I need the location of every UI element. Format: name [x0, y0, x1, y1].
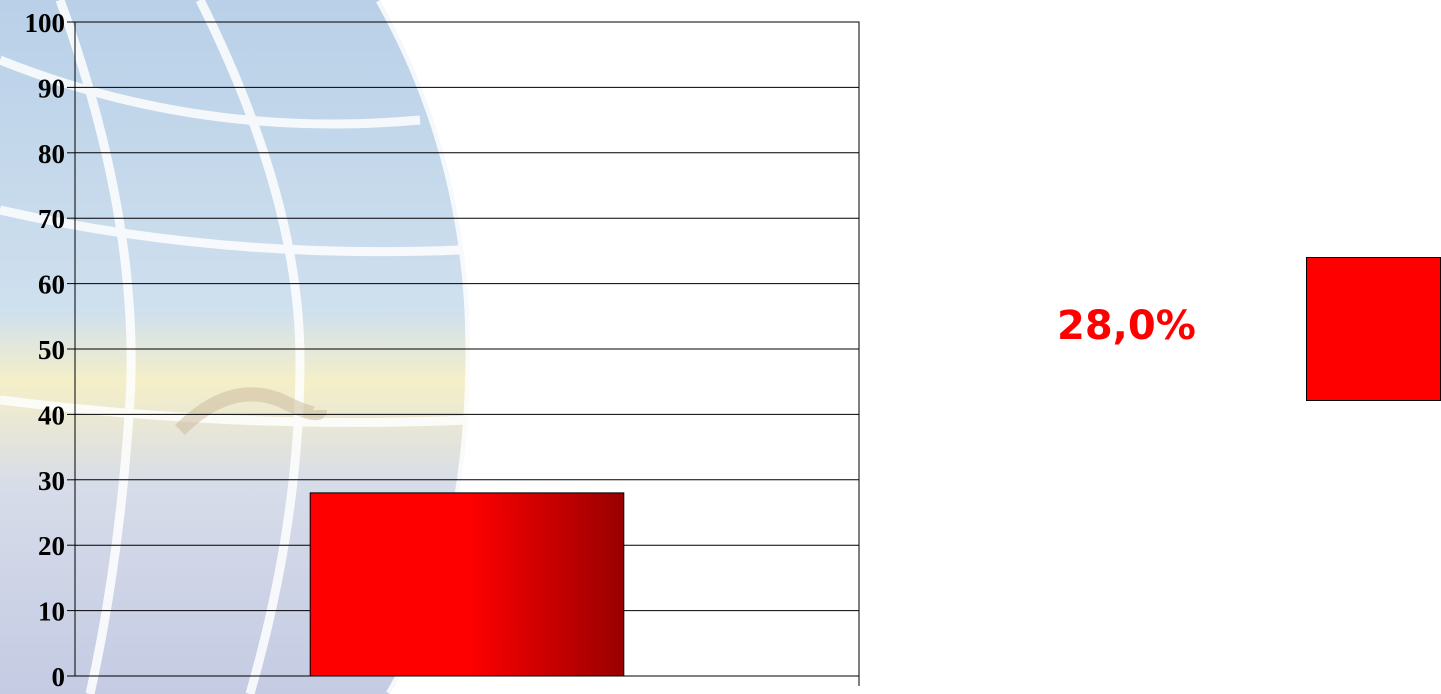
y-tick-label: 90	[38, 73, 65, 103]
y-axis-ticks: 0 10 20 30 40 50 60 70 80 90 100	[25, 8, 75, 692]
y-tick-label: 100	[25, 8, 66, 38]
y-tick-label: 10	[38, 597, 65, 627]
y-tick-label: 0	[52, 662, 66, 692]
bar	[309, 492, 625, 677]
legend-swatch	[1306, 257, 1441, 401]
y-tick-label: 50	[38, 335, 65, 365]
gridlines	[75, 86, 859, 612]
bars	[309, 492, 625, 677]
y-tick-label: 80	[38, 139, 65, 169]
bar-value-label: 28,0%	[1057, 303, 1196, 349]
y-tick-label: 20	[38, 531, 65, 561]
y-tick-label: 60	[38, 270, 65, 300]
y-tick-label: 70	[38, 204, 65, 234]
y-tick-label: 40	[38, 400, 65, 430]
y-tick-label: 30	[38, 466, 65, 496]
